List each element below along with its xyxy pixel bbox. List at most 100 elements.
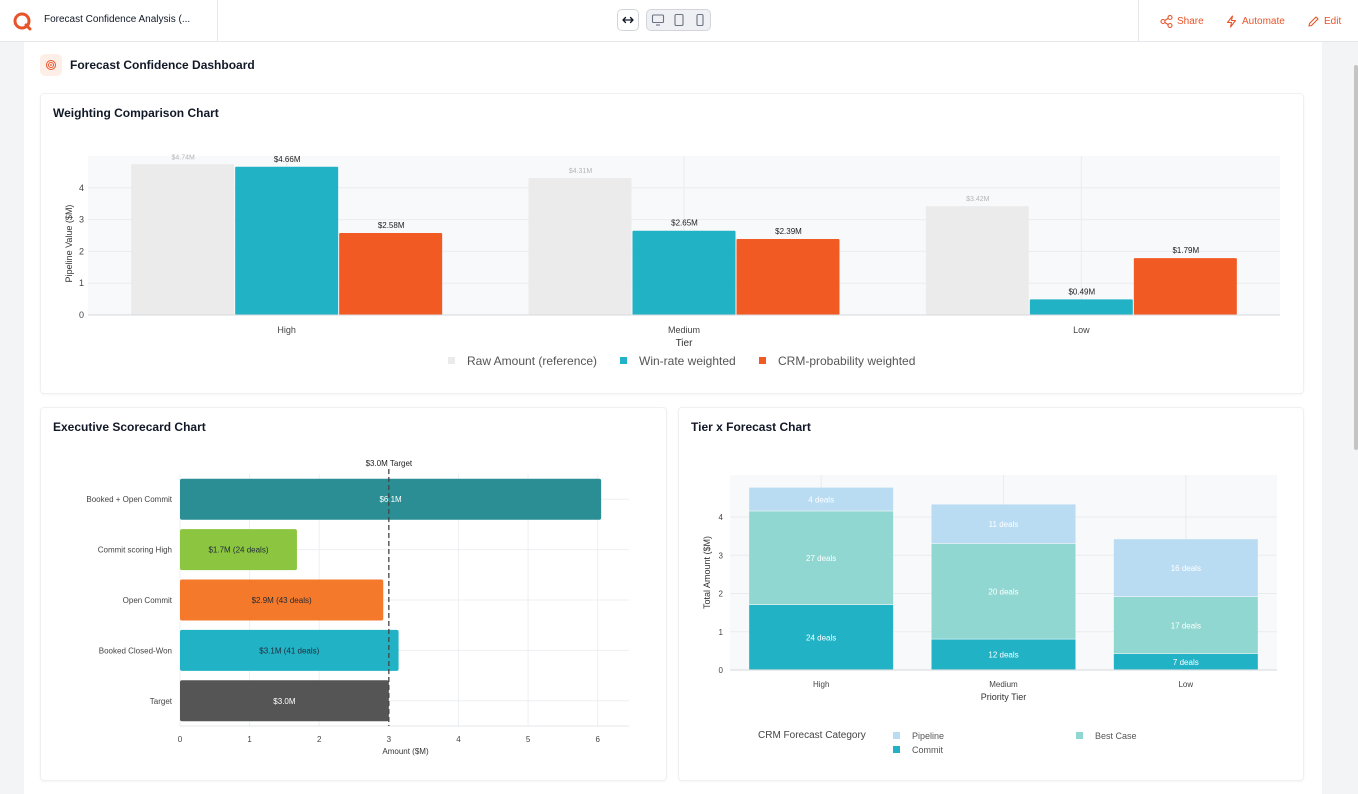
legend-swatch	[448, 357, 455, 364]
app-logo-icon[interactable]	[12, 11, 32, 31]
bar-win-rate-weighted-low	[1029, 299, 1133, 315]
y-tick-label: 2	[719, 590, 724, 599]
x-axis-title: Amount ($M)	[382, 747, 429, 756]
y-tick-label: 0	[79, 310, 84, 320]
edit-button[interactable]: Edit	[1307, 13, 1341, 29]
y-axis-title: Pipeline Value ($M)	[64, 205, 74, 283]
share-button[interactable]: Share	[1160, 13, 1204, 29]
data-label: 12 deals	[988, 651, 1018, 660]
scrollbar-thumb[interactable]	[1354, 65, 1358, 450]
legend-label: Best Case	[1095, 731, 1137, 741]
data-label: 24 deals	[806, 634, 836, 643]
y-tick-label: 1	[719, 628, 724, 637]
lightning-icon	[1226, 14, 1237, 28]
scorecard-chart-title: Executive Scorecard Chart	[53, 420, 206, 434]
x-tick-label: 6	[595, 735, 600, 744]
data-label: $4.66M	[274, 155, 301, 164]
share-label: Share	[1177, 15, 1204, 27]
x-tick-label: 4	[456, 735, 461, 744]
bar-raw-amount-reference-high	[131, 164, 235, 315]
legend-label: CRM-probability weighted	[778, 354, 915, 368]
bar-commit-high	[749, 605, 894, 670]
data-label: $2.58M	[378, 221, 405, 230]
legend-swatch	[893, 732, 900, 739]
data-label: $3.42M	[966, 196, 990, 203]
legend-swatch	[893, 746, 900, 753]
y-tick-label: 4	[79, 183, 84, 193]
app-title[interactable]: Forecast Confidence Analysis (...	[44, 14, 191, 25]
x-axis-title: Tier	[676, 338, 694, 349]
bar-booked-closed-won	[180, 629, 399, 671]
y-tick-label: Open Commit	[123, 596, 173, 605]
desktop-icon[interactable]	[649, 12, 667, 28]
x-tick-label: High	[277, 325, 296, 335]
data-label: 4 deals	[808, 495, 834, 504]
y-tick-label: 0	[719, 666, 724, 675]
legend-swatch	[620, 357, 627, 364]
bar-commit-scoring-high	[180, 529, 297, 571]
x-tick-label: 2	[317, 735, 322, 744]
automate-label: Automate	[1242, 15, 1285, 27]
x-tick-label: 5	[526, 735, 531, 744]
pencil-icon	[1308, 15, 1319, 27]
y-tick-label: Commit scoring High	[98, 546, 172, 555]
mobile-icon[interactable]	[691, 12, 709, 28]
data-label: $4.74M	[171, 154, 195, 161]
data-label: 17 deals	[1171, 621, 1201, 630]
dashboard-title: Forecast Confidence Dashboard	[70, 58, 255, 72]
share-icon	[1160, 14, 1173, 28]
data-label: $6.1M	[379, 495, 402, 504]
edit-label: Edit	[1324, 15, 1342, 27]
data-label: 20 deals	[988, 588, 1018, 597]
y-tick-label: 1	[79, 278, 84, 288]
data-label: $1.7M (24 deals)	[208, 546, 268, 555]
bar-pipeline-low	[1113, 539, 1258, 597]
bar-best-case-high	[749, 511, 894, 605]
weighting-chart-title: Weighting Comparison Chart	[53, 106, 219, 120]
data-label: $3.0M	[273, 697, 296, 706]
data-label: 7 deals	[1173, 658, 1199, 667]
bar-raw-amount-reference-medium	[528, 177, 632, 315]
y-tick-label: 3	[719, 551, 724, 560]
x-tick-label: High	[813, 680, 829, 689]
bar-best-case-low	[1113, 596, 1258, 654]
bar-booked-open-commit	[180, 478, 602, 520]
legend-swatch	[759, 357, 766, 364]
automate-button[interactable]: Automate	[1225, 13, 1285, 29]
data-label: $2.65M	[671, 219, 698, 228]
x-tick-label: 1	[247, 735, 252, 744]
legend-label: Raw Amount (reference)	[467, 354, 597, 368]
data-label: $4.31M	[569, 168, 593, 175]
bar-win-rate-weighted-high	[235, 166, 339, 315]
legend-swatch	[1076, 732, 1083, 739]
x-tick-label: Medium	[668, 325, 700, 335]
y-tick-label: Booked + Open Commit	[86, 495, 172, 504]
scrollbar-track[interactable]	[1348, 42, 1358, 794]
data-label: 16 deals	[1171, 564, 1201, 573]
divider	[217, 0, 218, 42]
data-label: 27 deals	[806, 554, 836, 563]
bar-open-commit	[180, 579, 384, 621]
device-toggle-group	[646, 9, 711, 31]
tablet-icon[interactable]	[670, 12, 688, 28]
data-label: $0.49M	[1068, 287, 1095, 296]
arrows-horizontal-icon	[622, 16, 634, 24]
bar-win-rate-weighted-medium	[632, 230, 736, 315]
data-label: $2.9M (43 deals)	[252, 596, 312, 605]
bar-crm-probability-weighted-high	[339, 232, 443, 315]
x-tick-label: 3	[387, 735, 392, 744]
divider	[1138, 0, 1139, 42]
legend-title: CRM Forecast Category	[758, 730, 866, 741]
y-tick-label: 2	[79, 246, 84, 256]
bar-pipeline-high	[749, 487, 894, 511]
x-tick-label: Low	[1073, 325, 1090, 335]
y-tick-label: 3	[79, 215, 84, 225]
expand-width-button[interactable]	[617, 9, 639, 31]
bar-best-case-medium	[931, 543, 1076, 639]
legend-label: Win-rate weighted	[639, 354, 736, 368]
bar-raw-amount-reference-low	[925, 206, 1029, 315]
x-tick-label: Medium	[989, 680, 1018, 689]
